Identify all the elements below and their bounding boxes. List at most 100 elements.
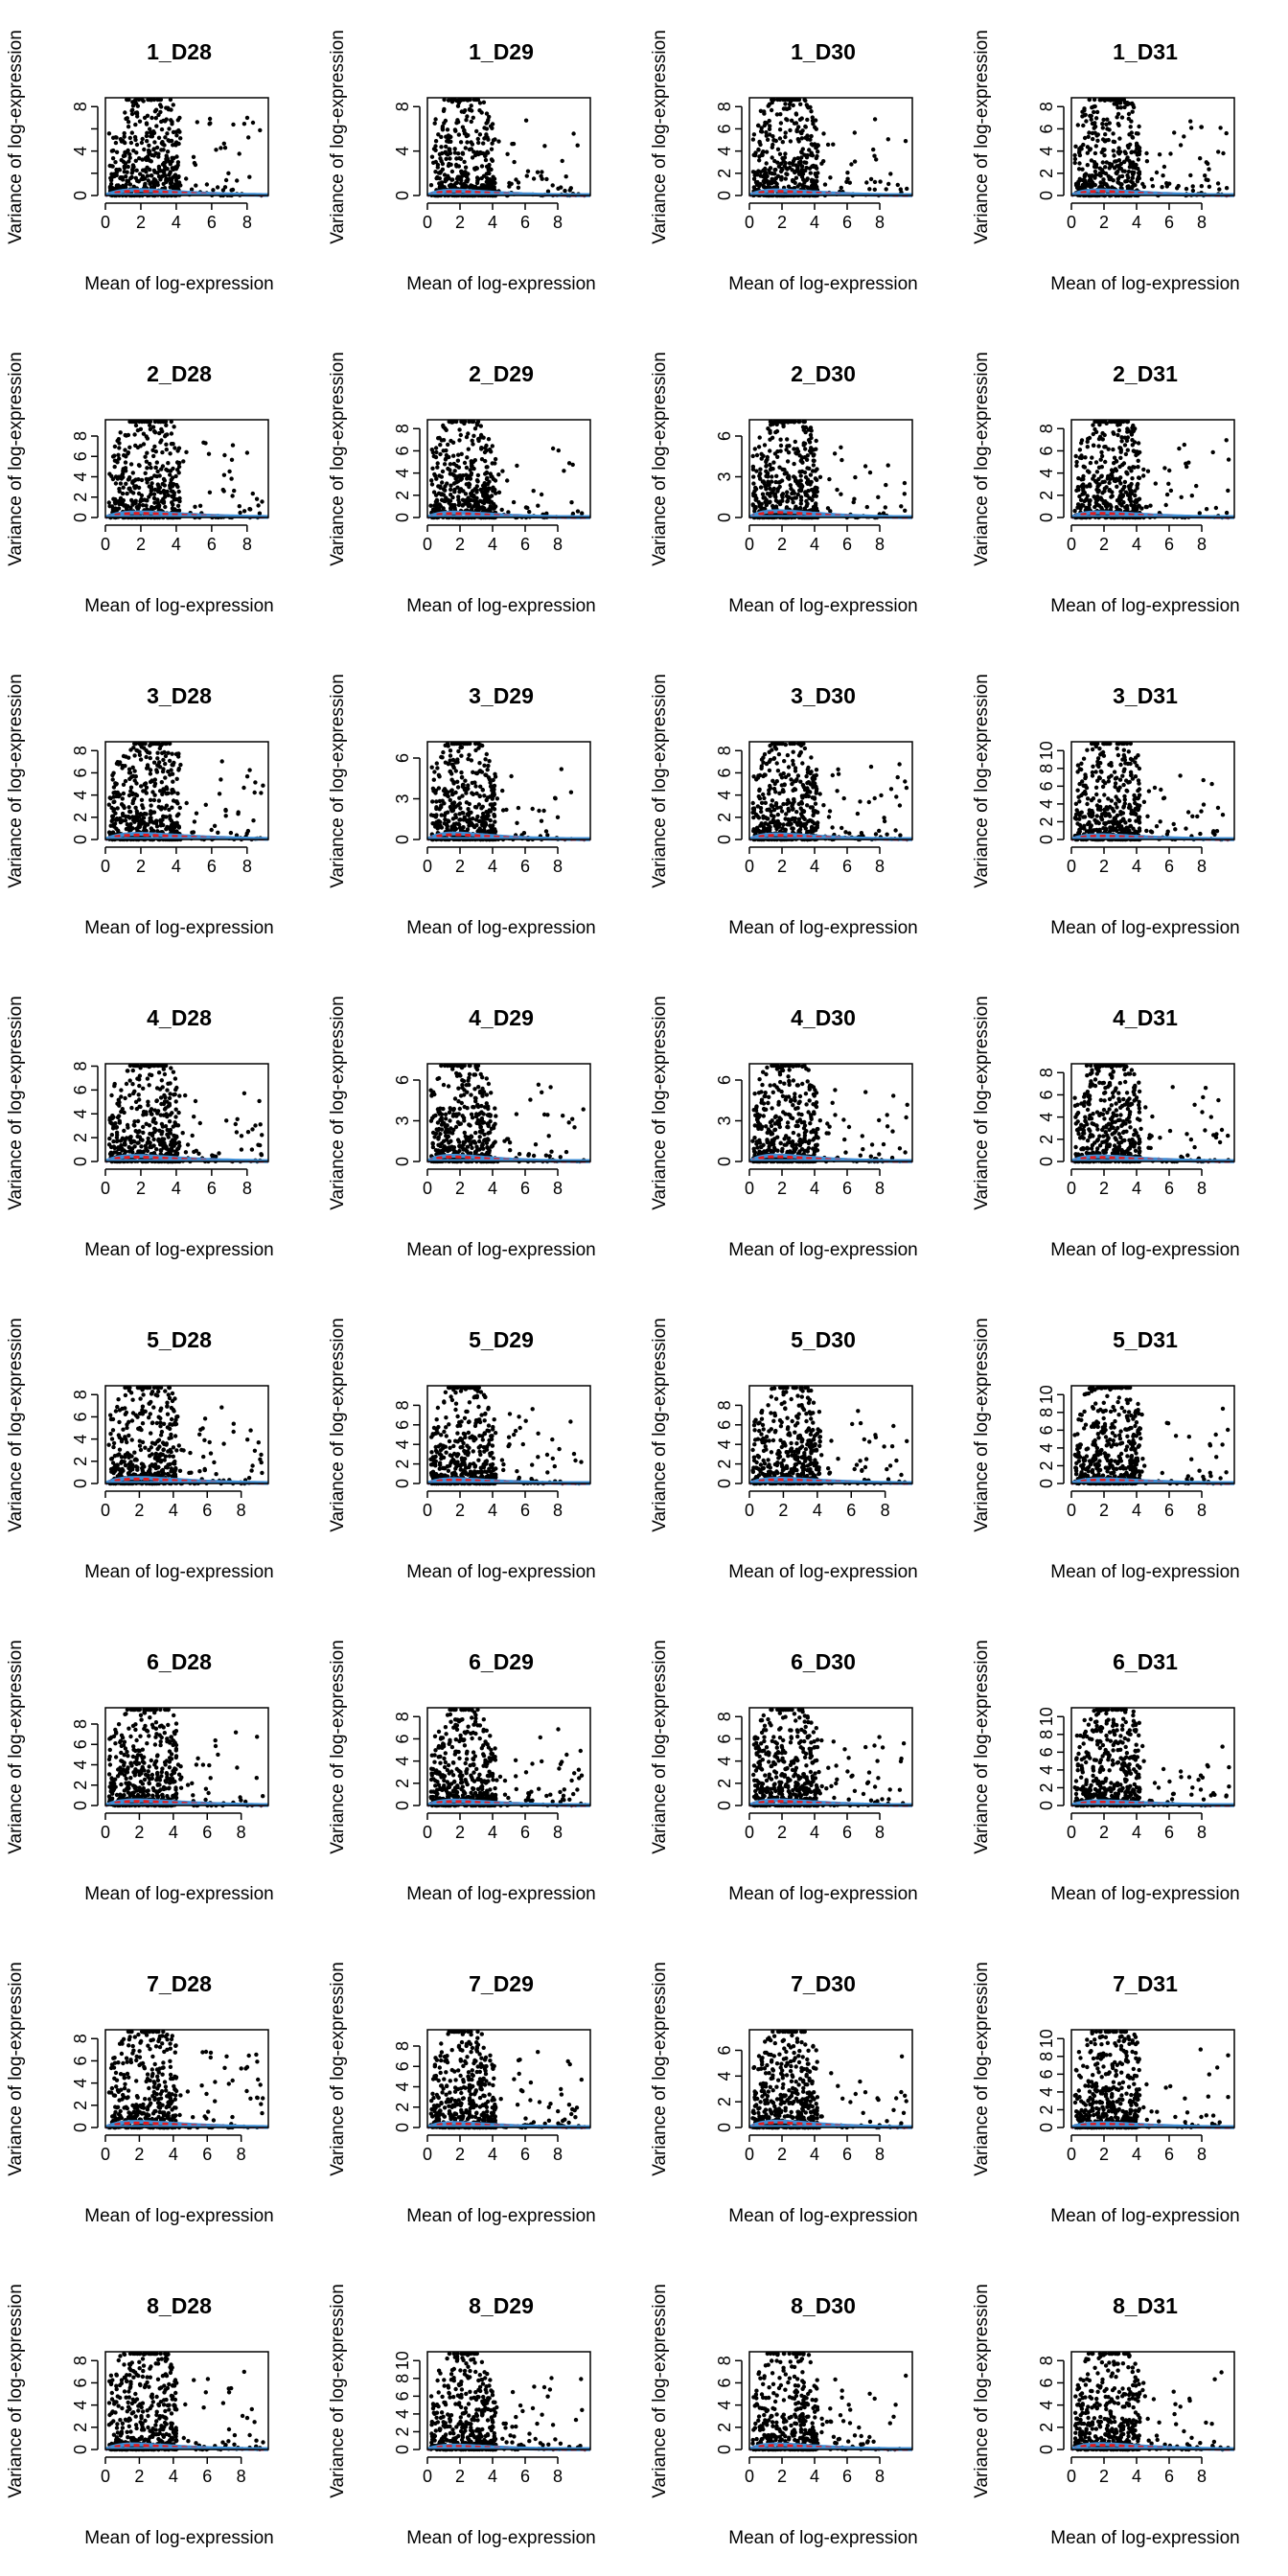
data-point xyxy=(149,173,154,178)
data-point xyxy=(783,151,788,156)
data-point xyxy=(1110,494,1115,498)
data-point xyxy=(464,434,470,440)
x-axis-label: Mean of log-expression xyxy=(84,596,274,616)
data-point xyxy=(135,427,141,433)
data-point xyxy=(493,137,497,142)
data-point xyxy=(433,159,438,165)
data-point xyxy=(469,119,473,125)
data-point xyxy=(135,114,140,119)
data-point xyxy=(1093,172,1098,177)
data-point xyxy=(128,774,134,780)
data-point xyxy=(166,461,171,466)
data-point xyxy=(483,458,488,464)
data-point xyxy=(1091,136,1095,142)
data-point xyxy=(812,458,816,463)
data-point xyxy=(1094,109,1100,115)
data-point xyxy=(458,473,463,478)
data-point xyxy=(134,142,140,148)
data-point xyxy=(569,500,574,505)
x-tick-label: 6 xyxy=(207,857,217,876)
data-point xyxy=(845,176,850,181)
data-point xyxy=(1075,505,1080,510)
data-point xyxy=(148,181,152,186)
data-point xyxy=(151,810,157,815)
data-point xyxy=(242,509,247,514)
data-point xyxy=(130,100,135,104)
data-point xyxy=(464,133,470,139)
y-tick-label: 0 xyxy=(71,513,90,522)
data-point xyxy=(1088,177,1093,182)
data-point xyxy=(466,447,471,451)
data-point xyxy=(539,173,543,178)
data-point xyxy=(750,170,756,174)
points xyxy=(428,741,586,842)
data-point xyxy=(1105,117,1110,122)
data-point xyxy=(453,128,458,133)
data-point xyxy=(442,121,447,126)
data-point xyxy=(231,122,236,127)
data-point xyxy=(158,177,163,182)
data-point xyxy=(786,450,792,455)
data-point xyxy=(789,486,794,492)
data-point xyxy=(794,163,798,168)
data-point xyxy=(151,492,157,496)
data-point xyxy=(484,448,489,453)
data-point xyxy=(1182,442,1187,448)
data-point xyxy=(505,478,510,483)
data-point xyxy=(898,187,903,192)
data-point xyxy=(487,486,492,491)
data-point xyxy=(139,140,145,146)
data-point xyxy=(1224,438,1229,443)
data-point xyxy=(133,158,138,163)
data-point xyxy=(162,161,167,166)
data-point xyxy=(148,743,152,748)
data-point xyxy=(814,164,818,169)
data-point xyxy=(161,148,166,152)
data-point xyxy=(1149,176,1155,182)
data-point xyxy=(784,166,789,171)
data-point xyxy=(783,130,788,135)
data-point xyxy=(852,159,858,164)
data-point xyxy=(1093,116,1099,121)
data-point xyxy=(1122,104,1127,110)
points xyxy=(750,97,909,198)
data-point xyxy=(563,188,567,194)
data-point xyxy=(814,145,819,150)
data-point xyxy=(144,122,150,126)
data-point xyxy=(1116,432,1120,438)
data-point xyxy=(774,181,779,187)
data-point xyxy=(1113,478,1118,484)
data-point xyxy=(1082,465,1088,470)
data-point xyxy=(753,504,758,510)
data-point xyxy=(167,807,172,813)
data-point xyxy=(193,162,198,168)
data-point xyxy=(123,818,128,823)
data-point xyxy=(139,784,144,789)
data-point xyxy=(439,145,444,150)
data-point xyxy=(468,476,473,481)
data-point xyxy=(439,182,444,187)
data-point xyxy=(170,494,174,499)
data-point xyxy=(221,489,226,494)
data-point xyxy=(794,495,798,500)
data-point xyxy=(123,161,128,166)
y-tick-label: 4 xyxy=(71,791,90,800)
data-point xyxy=(121,497,126,503)
data-point xyxy=(455,176,460,182)
data-point xyxy=(1150,184,1156,189)
data-point xyxy=(154,460,159,465)
data-point xyxy=(481,493,486,497)
data-point xyxy=(163,761,168,767)
data-point xyxy=(1123,451,1129,457)
data-point xyxy=(785,444,790,448)
data-point xyxy=(758,108,764,114)
data-point xyxy=(158,744,163,748)
data-point xyxy=(443,179,448,184)
x-axis-label: Mean of log-expression xyxy=(728,596,918,616)
data-point xyxy=(763,120,768,126)
data-point xyxy=(449,177,454,182)
panel-title: 3_D29 xyxy=(469,683,534,708)
data-point xyxy=(1121,159,1127,165)
data-point xyxy=(785,459,791,464)
